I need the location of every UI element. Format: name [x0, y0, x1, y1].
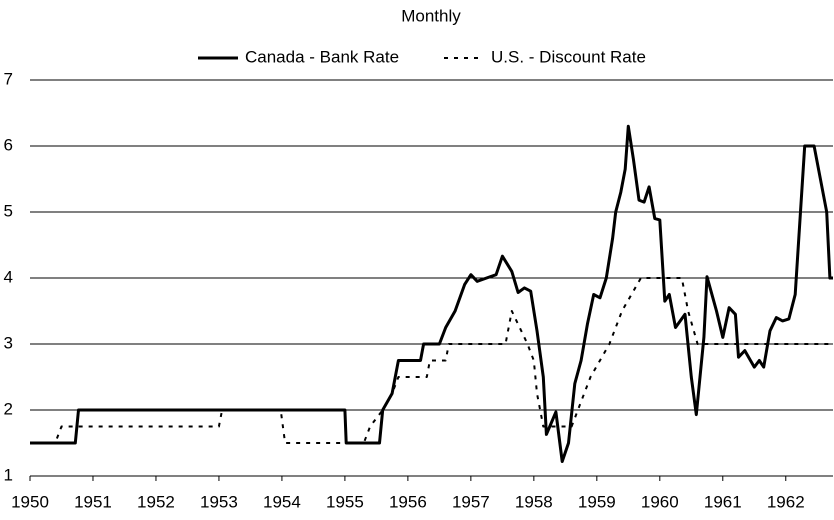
y-tick-label: 2	[4, 399, 13, 418]
data-line	[30, 277, 833, 444]
y-tick-label: 1	[4, 465, 13, 484]
x-tick-label: 1961	[704, 492, 742, 511]
x-tick-label: 1951	[74, 492, 112, 511]
x-tick-label: 1960	[641, 492, 679, 511]
x-tick-label: 1957	[452, 492, 490, 511]
y-tick-label: 3	[4, 333, 13, 352]
x-tick-label: 1962	[767, 492, 805, 511]
legend-label: U.S. - Discount Rate	[491, 47, 646, 66]
chart-title: Monthly	[401, 6, 461, 25]
y-tick-label: 5	[4, 201, 13, 220]
legend-label: Canada - Bank Rate	[245, 47, 399, 66]
x-tick-label: 1950	[11, 492, 49, 511]
x-tick-label: 1954	[263, 492, 301, 511]
x-tick-label: 1959	[578, 492, 616, 511]
x-tick-label: 1952	[137, 492, 175, 511]
x-tick-label: 1956	[389, 492, 427, 511]
y-tick-label: 7	[4, 69, 13, 88]
x-tick-label: 1958	[515, 492, 553, 511]
y-tick-label: 6	[4, 135, 13, 154]
x-tick-label: 1953	[200, 492, 238, 511]
data-line	[30, 124, 833, 463]
x-tick-label: 1955	[326, 492, 364, 511]
y-tick-label: 4	[4, 267, 13, 286]
